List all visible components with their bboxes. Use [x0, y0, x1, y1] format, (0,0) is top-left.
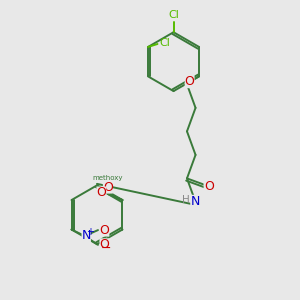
Text: O: O — [103, 181, 113, 194]
Text: N: N — [191, 195, 200, 208]
Text: methoxy: methoxy — [92, 175, 123, 181]
Text: O: O — [100, 224, 109, 237]
Text: N: N — [82, 230, 91, 242]
Text: −: − — [101, 242, 112, 255]
Text: O: O — [100, 238, 109, 251]
Text: O: O — [204, 180, 214, 193]
Text: Cl: Cl — [168, 10, 179, 20]
Text: Cl: Cl — [159, 38, 170, 48]
Text: O: O — [96, 187, 106, 200]
Text: O: O — [185, 75, 195, 88]
Text: H: H — [182, 195, 190, 205]
Text: +: + — [86, 227, 94, 237]
